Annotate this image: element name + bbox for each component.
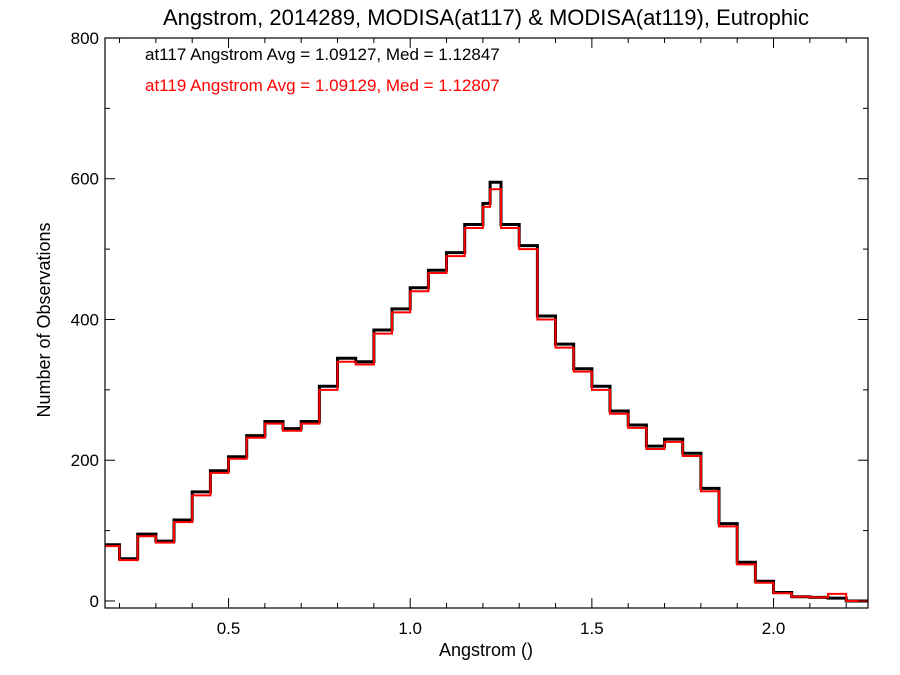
x-tick-label: 1.5 (580, 619, 604, 638)
series-line-at119 (105, 188, 868, 602)
x-tick-label: 2.0 (762, 619, 786, 638)
y-tick-label: 600 (71, 170, 99, 189)
x-tick-label: 0.5 (217, 619, 241, 638)
y-tick-label: 200 (71, 451, 99, 470)
series-layer (105, 180, 868, 603)
series-annotation-at119: at119 Angstrom Avg = 1.09129, Med = 1.12… (145, 76, 500, 95)
x-axis-label: Angstrom () (439, 640, 533, 660)
series-line-at117 (105, 180, 868, 603)
y-tick-label: 0 (90, 592, 99, 611)
plot-frame (104, 37, 869, 609)
y-tick-label: 800 (71, 29, 99, 48)
x-tick-label: 1.0 (398, 619, 422, 638)
chart-title: Angstrom, 2014289, MODISA(at117) & MODIS… (163, 5, 809, 30)
axis-ticks: 0.5 1.0 1.5 2.0 0 200 400 600 800 (71, 29, 868, 638)
y-axis-label: Number of Observations (34, 222, 54, 417)
series-annotation-at117: at117 Angstrom Avg = 1.09127, Med = 1.12… (145, 45, 500, 64)
y-tick-label: 400 (71, 310, 99, 329)
